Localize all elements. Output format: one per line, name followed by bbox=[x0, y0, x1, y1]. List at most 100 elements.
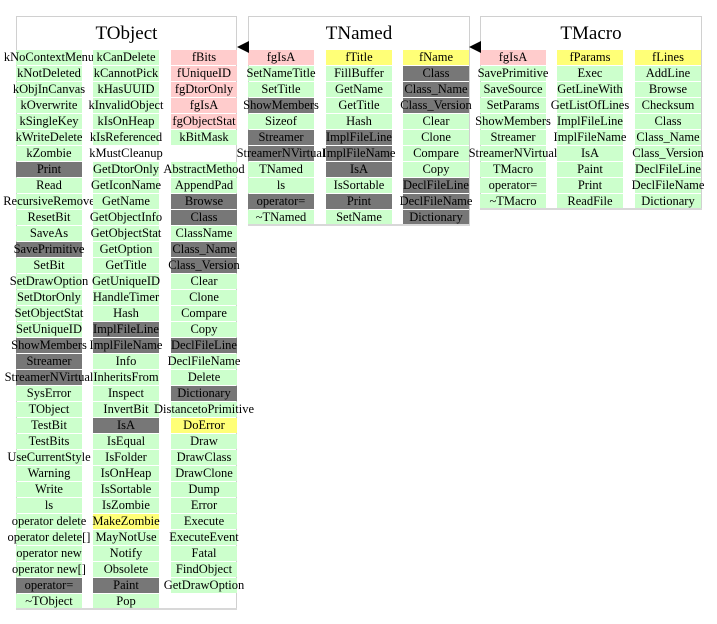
member-fparams[interactable]: fParams bbox=[557, 50, 623, 65]
member-testbit[interactable]: TestBit bbox=[16, 418, 82, 433]
member-distancetoprimitive[interactable]: DistancetoPrimitive bbox=[154, 402, 254, 417]
member-fgisa[interactable]: fgIsA bbox=[171, 98, 237, 113]
member-getuniqueid[interactable]: GetUniqueID bbox=[92, 274, 160, 289]
member-read[interactable]: Read bbox=[16, 178, 82, 193]
member--tmacro[interactable]: ~TMacro bbox=[480, 194, 546, 209]
member-getobjectinfo[interactable]: GetObjectInfo bbox=[90, 210, 162, 225]
member-addline[interactable]: AddLine bbox=[635, 66, 701, 81]
member--tobject[interactable]: ~TObject bbox=[16, 594, 82, 609]
member-knotdeleted[interactable]: kNotDeleted bbox=[16, 66, 82, 81]
member-dictionary[interactable]: Dictionary bbox=[403, 210, 469, 225]
member-streamer[interactable]: Streamer bbox=[16, 354, 82, 369]
member-saveas[interactable]: SaveAs bbox=[16, 226, 82, 241]
member-operator-new[interactable]: operator new bbox=[16, 546, 82, 561]
member-isa[interactable]: IsA bbox=[93, 418, 159, 433]
member-operator-new-[interactable]: operator new[] bbox=[12, 562, 86, 577]
member-gettitle[interactable]: GetTitle bbox=[326, 98, 392, 113]
member-streamer[interactable]: Streamer bbox=[248, 130, 314, 145]
member-error[interactable]: Error bbox=[171, 498, 237, 513]
member-isa[interactable]: IsA bbox=[326, 162, 392, 177]
member-class-name[interactable]: Class_Name bbox=[171, 242, 237, 257]
member-class[interactable]: Class bbox=[635, 114, 701, 129]
member-implfilename[interactable]: ImplFileName bbox=[90, 338, 162, 353]
member-saveprimitive[interactable]: SavePrimitive bbox=[478, 66, 548, 81]
member-tobject[interactable]: TObject bbox=[16, 402, 82, 417]
member-fatal[interactable]: Fatal bbox=[171, 546, 237, 561]
member-setname[interactable]: SetName bbox=[326, 210, 392, 225]
member-kinvalidobject[interactable]: kInvalidObject bbox=[89, 98, 164, 113]
member-ls[interactable]: ls bbox=[248, 178, 314, 193]
member-syserror[interactable]: SysError bbox=[16, 386, 82, 401]
member-invertbit[interactable]: InvertBit bbox=[93, 402, 159, 417]
member-declfilename[interactable]: DeclFileName bbox=[632, 178, 704, 193]
member-operator-[interactable]: operator= bbox=[16, 578, 82, 593]
member-isa[interactable]: IsA bbox=[557, 146, 623, 161]
member--tnamed[interactable]: ~TNamed bbox=[248, 210, 314, 225]
member-sizeof[interactable]: Sizeof bbox=[248, 114, 314, 129]
member-print[interactable]: Print bbox=[557, 178, 623, 193]
member-operator-delete[interactable]: operator delete bbox=[12, 514, 86, 529]
member-dump[interactable]: Dump bbox=[171, 482, 237, 497]
member-fgobjectstat[interactable]: fgObjectStat bbox=[171, 114, 237, 129]
member-exec[interactable]: Exec bbox=[557, 66, 623, 81]
member-class-version[interactable]: Class_Version bbox=[400, 98, 472, 113]
member-showmembers[interactable]: ShowMembers bbox=[11, 338, 87, 353]
member-implfilename[interactable]: ImplFileName bbox=[323, 146, 395, 161]
member-fillbuffer[interactable]: FillBuffer bbox=[326, 66, 392, 81]
member-browse[interactable]: Browse bbox=[171, 194, 237, 209]
member-class-version[interactable]: Class_Version bbox=[632, 146, 704, 161]
member-makezombie[interactable]: MakeZombie bbox=[92, 514, 160, 529]
member-fgisa[interactable]: fgIsA bbox=[248, 50, 314, 65]
member-ftitle[interactable]: fTitle bbox=[326, 50, 392, 65]
member-savesource[interactable]: SaveSource bbox=[480, 82, 546, 97]
member-issortable[interactable]: IsSortable bbox=[93, 482, 159, 497]
member-tnamed[interactable]: TNamed bbox=[248, 162, 314, 177]
member-kobjincanvas[interactable]: kObjInCanvas bbox=[13, 82, 85, 97]
member-print[interactable]: Print bbox=[16, 162, 82, 177]
member-clone[interactable]: Clone bbox=[403, 130, 469, 145]
member-getname[interactable]: GetName bbox=[93, 194, 159, 209]
member-executeevent[interactable]: ExecuteEvent bbox=[169, 530, 239, 545]
member-getoption[interactable]: GetOption bbox=[93, 242, 159, 257]
member-saveprimitive[interactable]: SavePrimitive bbox=[14, 242, 84, 257]
member-kmustcleanup[interactable]: kMustCleanup bbox=[89, 146, 163, 161]
member-kcannotpick[interactable]: kCannotPick bbox=[93, 66, 159, 81]
member-drawclone[interactable]: DrawClone bbox=[171, 466, 237, 481]
member-readfile[interactable]: ReadFile bbox=[557, 194, 623, 209]
member-fname[interactable]: fName bbox=[403, 50, 469, 65]
member-fgisa[interactable]: fgIsA bbox=[480, 50, 546, 65]
member-implfilename[interactable]: ImplFileName bbox=[554, 130, 626, 145]
member-getobjectstat[interactable]: GetObjectStat bbox=[91, 226, 161, 241]
member-paint[interactable]: Paint bbox=[93, 578, 159, 593]
member-streamer[interactable]: Streamer bbox=[480, 130, 546, 145]
member-obsolete[interactable]: Obsolete bbox=[93, 562, 159, 577]
member-clear[interactable]: Clear bbox=[171, 274, 237, 289]
member-declfilename[interactable]: DeclFileName bbox=[168, 354, 240, 369]
member-streamernvirtual[interactable]: StreamerNVirtual bbox=[5, 370, 93, 385]
member-abstractmethod[interactable]: AbstractMethod bbox=[163, 162, 245, 177]
member-tmacro[interactable]: TMacro bbox=[480, 162, 546, 177]
member-kcandelete[interactable]: kCanDelete bbox=[93, 50, 159, 65]
member-maynotuse[interactable]: MayNotUse bbox=[93, 530, 159, 545]
member-copy[interactable]: Copy bbox=[171, 322, 237, 337]
class-title[interactable]: TNamed bbox=[325, 23, 393, 44]
member-setuniqueid[interactable]: SetUniqueID bbox=[16, 322, 82, 337]
member-implfileline[interactable]: ImplFileLine bbox=[93, 322, 159, 337]
member-kisonheap[interactable]: kIsOnHeap bbox=[93, 114, 159, 129]
member-showmembers[interactable]: ShowMembers bbox=[475, 114, 551, 129]
member-notify[interactable]: Notify bbox=[93, 546, 159, 561]
member-implfileline[interactable]: ImplFileLine bbox=[326, 130, 392, 145]
member-checksum[interactable]: Checksum bbox=[635, 98, 701, 113]
member-getdrawoption[interactable]: GetDrawOption bbox=[164, 578, 244, 593]
member-pop[interactable]: Pop bbox=[93, 594, 159, 609]
member-knocontextmenu[interactable]: kNoContextMenu bbox=[4, 50, 94, 65]
member-clone[interactable]: Clone bbox=[171, 290, 237, 305]
member-write[interactable]: Write bbox=[16, 482, 82, 497]
member-testbits[interactable]: TestBits bbox=[16, 434, 82, 449]
member-browse[interactable]: Browse bbox=[635, 82, 701, 97]
member-resetbit[interactable]: ResetBit bbox=[16, 210, 82, 225]
member-funiqueid[interactable]: fUniqueID bbox=[171, 66, 237, 81]
member-setobjectstat[interactable]: SetObjectStat bbox=[15, 306, 83, 321]
member-dictionary[interactable]: Dictionary bbox=[635, 194, 701, 209]
member-clear[interactable]: Clear bbox=[403, 114, 469, 129]
